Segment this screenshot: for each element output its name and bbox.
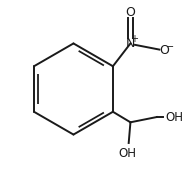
- Text: OH: OH: [165, 111, 183, 124]
- Text: N: N: [126, 37, 135, 50]
- Text: OH: OH: [118, 147, 136, 160]
- Text: −: −: [166, 42, 174, 52]
- Text: +: +: [130, 33, 138, 44]
- Text: O: O: [125, 6, 135, 19]
- Text: O: O: [159, 44, 169, 57]
